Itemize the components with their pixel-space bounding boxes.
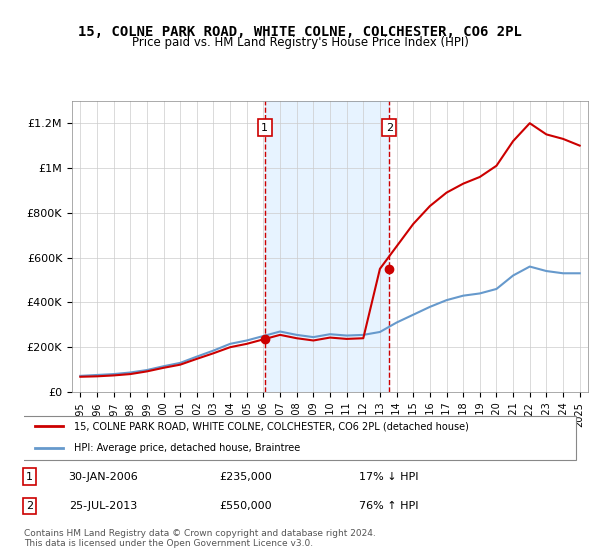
Text: £550,000: £550,000 <box>220 501 272 511</box>
Text: 2: 2 <box>386 123 393 133</box>
Text: Contains HM Land Registry data © Crown copyright and database right 2024.: Contains HM Land Registry data © Crown c… <box>24 529 376 538</box>
Bar <box>265 101 389 392</box>
Text: Price paid vs. HM Land Registry's House Price Index (HPI): Price paid vs. HM Land Registry's House … <box>131 36 469 49</box>
Text: 2: 2 <box>26 501 33 511</box>
Text: 15, COLNE PARK ROAD, WHITE COLNE, COLCHESTER, CO6 2PL (detached house): 15, COLNE PARK ROAD, WHITE COLNE, COLCHE… <box>74 421 469 431</box>
Text: HPI: Average price, detached house, Braintree: HPI: Average price, detached house, Brai… <box>74 443 301 452</box>
Text: 1: 1 <box>26 472 33 482</box>
Text: 17% ↓ HPI: 17% ↓ HPI <box>359 472 418 482</box>
Text: 25-JUL-2013: 25-JUL-2013 <box>68 501 137 511</box>
Text: 30-JAN-2006: 30-JAN-2006 <box>68 472 139 482</box>
Text: 1: 1 <box>261 123 268 133</box>
FancyBboxPatch shape <box>19 416 577 460</box>
Text: 76% ↑ HPI: 76% ↑ HPI <box>359 501 418 511</box>
Text: 15, COLNE PARK ROAD, WHITE COLNE, COLCHESTER, CO6 2PL: 15, COLNE PARK ROAD, WHITE COLNE, COLCHE… <box>78 25 522 39</box>
Text: This data is licensed under the Open Government Licence v3.0.: This data is licensed under the Open Gov… <box>24 539 313 548</box>
Text: £235,000: £235,000 <box>220 472 272 482</box>
